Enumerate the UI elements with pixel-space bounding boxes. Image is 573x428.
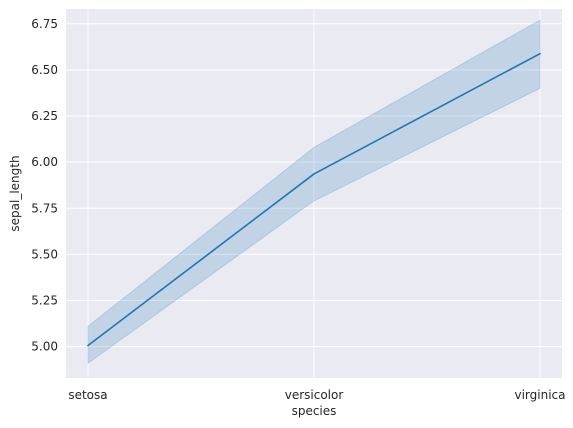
y-tick-label: 6.75 <box>31 17 58 31</box>
y-tick-label: 6.25 <box>31 109 58 123</box>
x-tick-labels: setosa versicolor virginica <box>68 388 565 402</box>
y-tick-label: 5.00 <box>31 340 58 354</box>
y-tick-labels: 5.00 5.25 5.50 5.75 6.00 6.25 6.50 6.75 <box>31 17 58 354</box>
y-axis-label: sepal_length <box>8 155 22 231</box>
y-tick-label: 5.25 <box>31 294 58 308</box>
series-line <box>87 52 541 347</box>
x-tick-label: versicolor <box>285 388 344 402</box>
y-tick-label: 5.75 <box>31 201 58 215</box>
x-axis-label: species <box>292 404 337 418</box>
x-tick-label: setosa <box>68 388 107 402</box>
x-gridlines <box>87 9 541 378</box>
y-tick-label: 6.00 <box>31 155 58 169</box>
y-tick-label: 6.50 <box>31 63 58 77</box>
confidence-band <box>87 19 541 365</box>
x-tick-label: virginica <box>515 388 566 402</box>
y-tick-label: 5.50 <box>31 247 58 261</box>
